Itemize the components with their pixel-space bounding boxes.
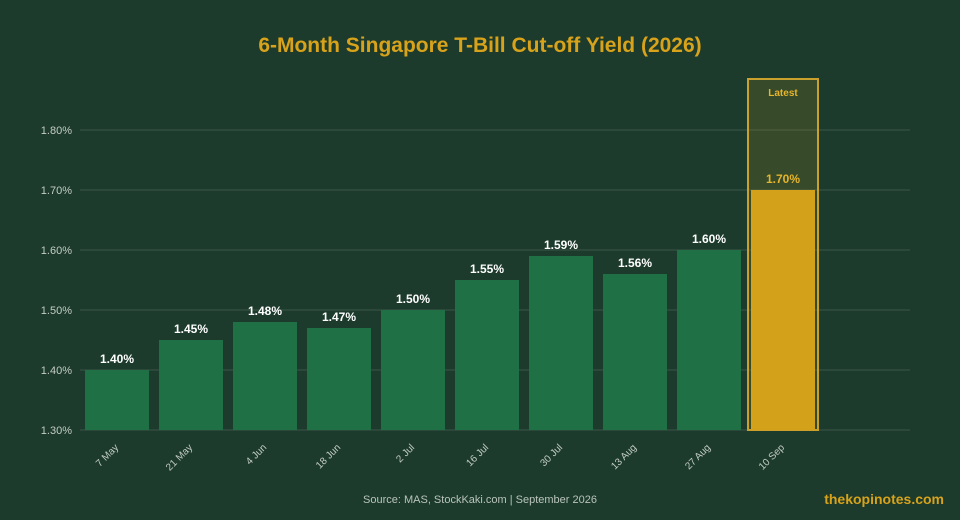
bar bbox=[381, 310, 445, 430]
bar bbox=[455, 280, 519, 430]
x-tick-label: 21 May bbox=[164, 442, 195, 473]
bar bbox=[85, 370, 149, 430]
x-tick-label: 27 Aug bbox=[683, 442, 713, 472]
y-tick-label: 1.60% bbox=[41, 245, 72, 257]
x-tick-label: 2 Jul bbox=[394, 442, 417, 465]
bar bbox=[751, 190, 815, 430]
x-tick-label: 18 Jun bbox=[314, 442, 343, 471]
source-note: Source: MAS, StockKaki.com | September 2… bbox=[363, 494, 597, 506]
x-tick-label: 16 Jul bbox=[464, 442, 491, 469]
x-tick-label: 30 Jul bbox=[538, 442, 565, 469]
bar-value-label: 1.45% bbox=[174, 322, 208, 336]
bar bbox=[529, 256, 593, 430]
bar-value-label: 1.47% bbox=[322, 310, 356, 324]
bar-value-label: 1.48% bbox=[248, 304, 282, 318]
bar bbox=[159, 340, 223, 430]
bar-value-label: 1.60% bbox=[692, 232, 726, 246]
chart-title: 6-Month Singapore T-Bill Cut-off Yield (… bbox=[258, 34, 702, 57]
brand-watermark: thekopinotes.com bbox=[824, 491, 944, 507]
bar bbox=[233, 322, 297, 430]
y-tick-label: 1.30% bbox=[41, 425, 72, 437]
bar-value-label: 1.56% bbox=[618, 256, 652, 270]
bar bbox=[677, 250, 741, 430]
x-tick-label: 10 Sep bbox=[757, 442, 787, 472]
y-tick-label: 1.40% bbox=[41, 365, 72, 377]
y-tick-label: 1.70% bbox=[41, 185, 72, 197]
bar-value-label: 1.50% bbox=[396, 292, 430, 306]
x-tick-label: 7 May bbox=[94, 442, 121, 469]
latest-label: Latest bbox=[768, 88, 798, 99]
bar-value-label: 1.55% bbox=[470, 262, 504, 276]
x-tick-label: 13 Aug bbox=[609, 442, 639, 472]
bar-value-label: 1.59% bbox=[544, 238, 578, 252]
x-tick-label: 4 Jun bbox=[244, 442, 269, 467]
bar-value-label: 1.70% bbox=[766, 172, 800, 186]
bar bbox=[603, 274, 667, 430]
bar bbox=[307, 328, 371, 430]
bar-value-label: 1.40% bbox=[100, 352, 134, 366]
y-tick-label: 1.50% bbox=[41, 305, 72, 317]
y-tick-label: 1.80% bbox=[41, 125, 72, 137]
